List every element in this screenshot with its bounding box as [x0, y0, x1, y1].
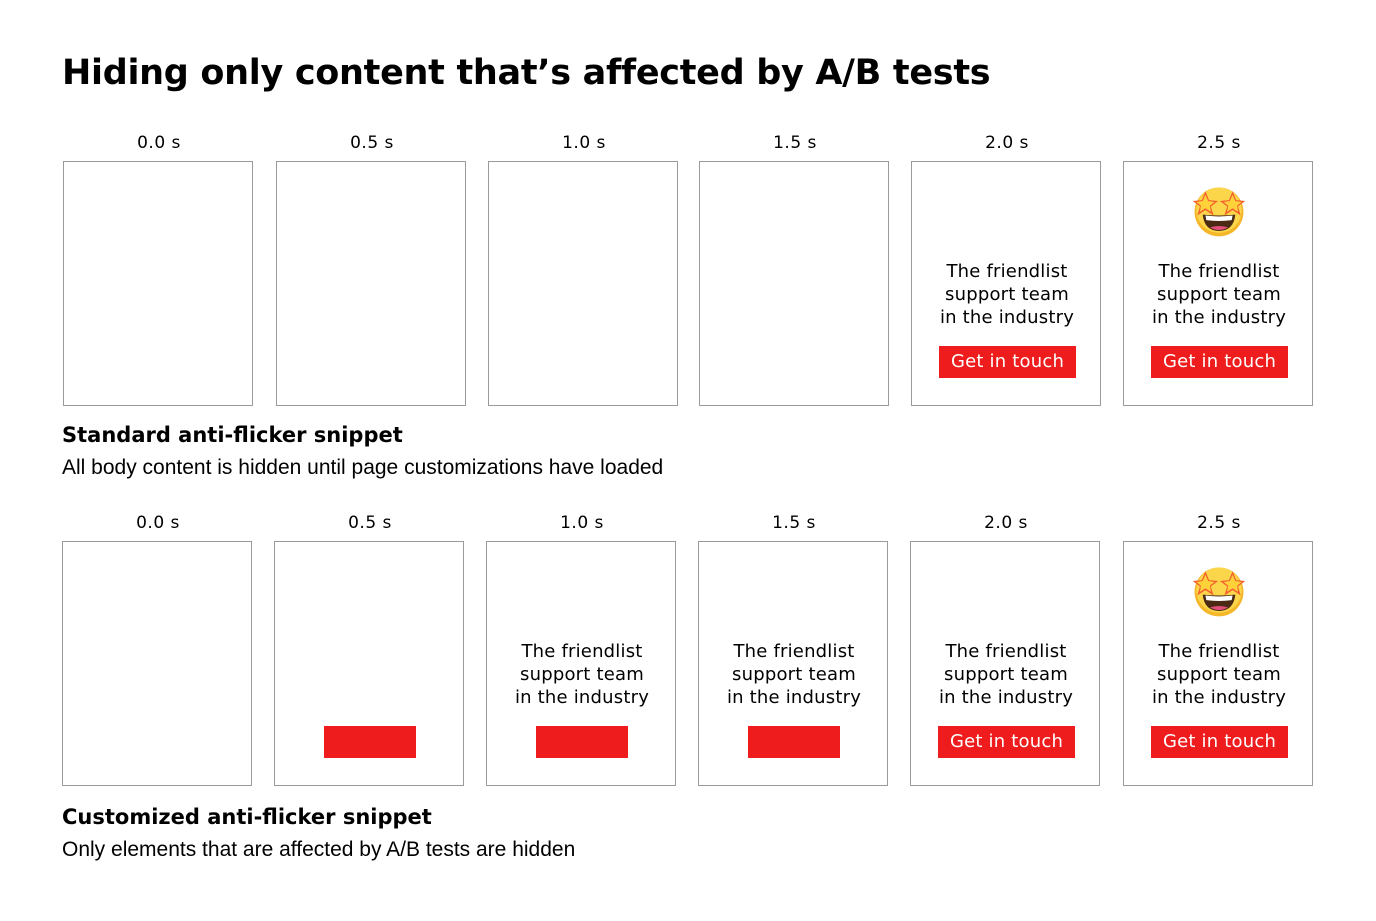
page-frame: The friendlist support team in the indus… [486, 541, 676, 786]
hidden-button-placeholder [536, 726, 628, 758]
time-label: 2.5 s [1197, 133, 1241, 153]
time-label: 0.0 s [136, 513, 180, 533]
frame-column: 2.5 s The friendlist support team in the … [1123, 130, 1315, 410]
get-in-touch-button[interactable]: Get in touch [938, 726, 1075, 758]
frame-sequence: 0.0 s 0.5 s 1.0 s 1.5 s 2.0 s The friendlist … [0, 130, 1376, 410]
time-label: 1.5 s [772, 513, 816, 533]
frame-column: 1.0 s [488, 130, 680, 410]
page-title: Hiding only content that’s affected by A… [62, 53, 991, 93]
frame-column: 1.5 s [699, 130, 891, 410]
section-heading: Customized anti-flicker snippet [62, 805, 432, 829]
section-description: Only elements that are affected by A/B t… [62, 838, 576, 861]
frame-headline: The friendlist support team in the indus… [514, 641, 650, 708]
frame-column: 1.5 s The friendlist support team in the … [698, 510, 890, 790]
customized-snippet-section: 0.0 s 0.5 s 1.0 s The friendlist support te… [0, 510, 1376, 861]
frame-headline: The friendlist support team in the indus… [1151, 641, 1287, 708]
frame-column: 1.0 s The friendlist support team in the … [486, 510, 678, 790]
frame-headline: The friendlist support team in the indus… [939, 261, 1075, 328]
get-in-touch-button[interactable]: Get in touch [1151, 346, 1288, 378]
page-frame [63, 161, 253, 406]
page-frame: The friendlist support team in the indus… [911, 161, 1101, 406]
frame-column: 0.0 s [62, 510, 254, 790]
page-frame: The friendlist support team in the indus… [1123, 161, 1313, 406]
page-frame: The friendlist support team in the indus… [910, 541, 1100, 786]
time-label: 1.0 s [562, 133, 606, 153]
frame-column: 2.5 s The friendlist support team in the … [1123, 510, 1315, 790]
section-heading: Standard anti-flicker snippet [62, 423, 403, 447]
page-frame: The friendlist support team in the indus… [1123, 541, 1313, 786]
time-label: 2.0 s [984, 513, 1028, 533]
standard-snippet-section: 0.0 s 0.5 s 1.0 s 1.5 s 2.0 s The friendlist … [0, 130, 1376, 479]
hidden-button-placeholder [324, 726, 416, 758]
page-frame [488, 161, 678, 406]
frame-sequence: 0.0 s 0.5 s 1.0 s The friendlist support te… [0, 510, 1376, 790]
time-label: 0.0 s [137, 133, 181, 153]
time-label: 0.5 s [350, 133, 394, 153]
frame-column: 2.0 s The friendlist support team in the … [910, 510, 1102, 790]
section-description: All body content is hidden until page cu… [62, 456, 664, 479]
star-struck-emoji-icon [1190, 182, 1248, 240]
time-label: 1.5 s [773, 133, 817, 153]
frame-column: 0.5 s [276, 130, 468, 410]
page-frame [62, 541, 252, 786]
frame-headline: The friendlist support team in the indus… [1151, 261, 1287, 328]
frame-column: 0.5 s [274, 510, 466, 790]
time-label: 1.0 s [560, 513, 604, 533]
time-label: 2.5 s [1197, 513, 1241, 533]
get-in-touch-button[interactable]: Get in touch [939, 346, 1076, 378]
star-struck-emoji-icon [1190, 562, 1248, 620]
frame-column: 0.0 s [63, 130, 255, 410]
get-in-touch-button[interactable]: Get in touch [1151, 726, 1288, 758]
hidden-button-placeholder [748, 726, 840, 758]
page-frame [274, 541, 464, 786]
page-frame [276, 161, 466, 406]
frame-column: 2.0 s The friendlist support team in the … [911, 130, 1103, 410]
frame-headline: The friendlist support team in the indus… [726, 641, 862, 708]
page-frame: The friendlist support team in the indus… [698, 541, 888, 786]
time-label: 2.0 s [985, 133, 1029, 153]
time-label: 0.5 s [348, 513, 392, 533]
frame-headline: The friendlist support team in the indus… [938, 641, 1074, 708]
page-frame [699, 161, 889, 406]
